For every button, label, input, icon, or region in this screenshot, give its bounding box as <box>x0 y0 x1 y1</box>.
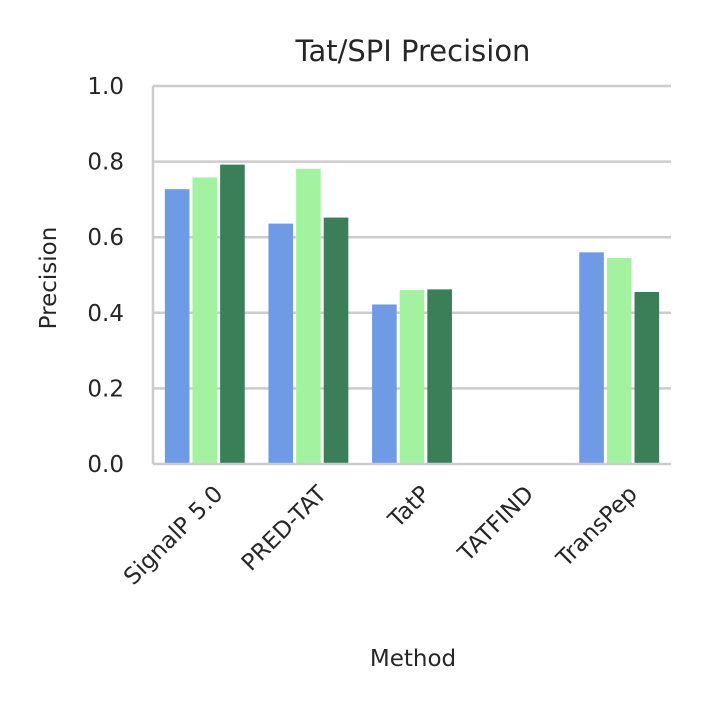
x-tick-label: PRED-TAT <box>237 481 333 577</box>
bar <box>164 189 190 464</box>
bar <box>268 223 294 464</box>
x-axis-title: Method <box>370 646 456 672</box>
y-tick-label: 0.6 <box>87 225 124 251</box>
bar <box>427 289 452 464</box>
chart-title: Tat/SPI Precision <box>295 34 531 68</box>
y-tick-label: 1.0 <box>87 74 124 100</box>
bar <box>399 290 425 464</box>
bar <box>634 292 660 464</box>
x-tick-label: TransPep <box>551 481 643 573</box>
bar <box>192 177 218 464</box>
bar <box>372 304 397 464</box>
x-tick-label: TatP <box>383 481 436 534</box>
x-tick-label: TATFIND <box>453 481 539 567</box>
bar <box>220 164 245 464</box>
bar <box>579 252 604 464</box>
x-tick-labels: SignalP 5.0 PRED-TAT TatP TATFIND TransPep <box>119 481 643 591</box>
y-tick-label: 0.2 <box>87 376 124 402</box>
y-tick-label: 0.0 <box>87 452 124 478</box>
y-tick-label: 0.4 <box>87 301 124 327</box>
x-tick-label: SignalP 5.0 <box>119 481 228 590</box>
y-tick-labels: 0.0 0.2 0.4 0.6 0.8 1.0 <box>87 74 124 478</box>
bar <box>606 257 632 464</box>
bar <box>323 217 349 464</box>
bar <box>296 168 321 465</box>
y-axis-title: Precision <box>36 227 62 330</box>
bars <box>164 164 660 465</box>
y-tick-label: 0.8 <box>87 150 124 176</box>
